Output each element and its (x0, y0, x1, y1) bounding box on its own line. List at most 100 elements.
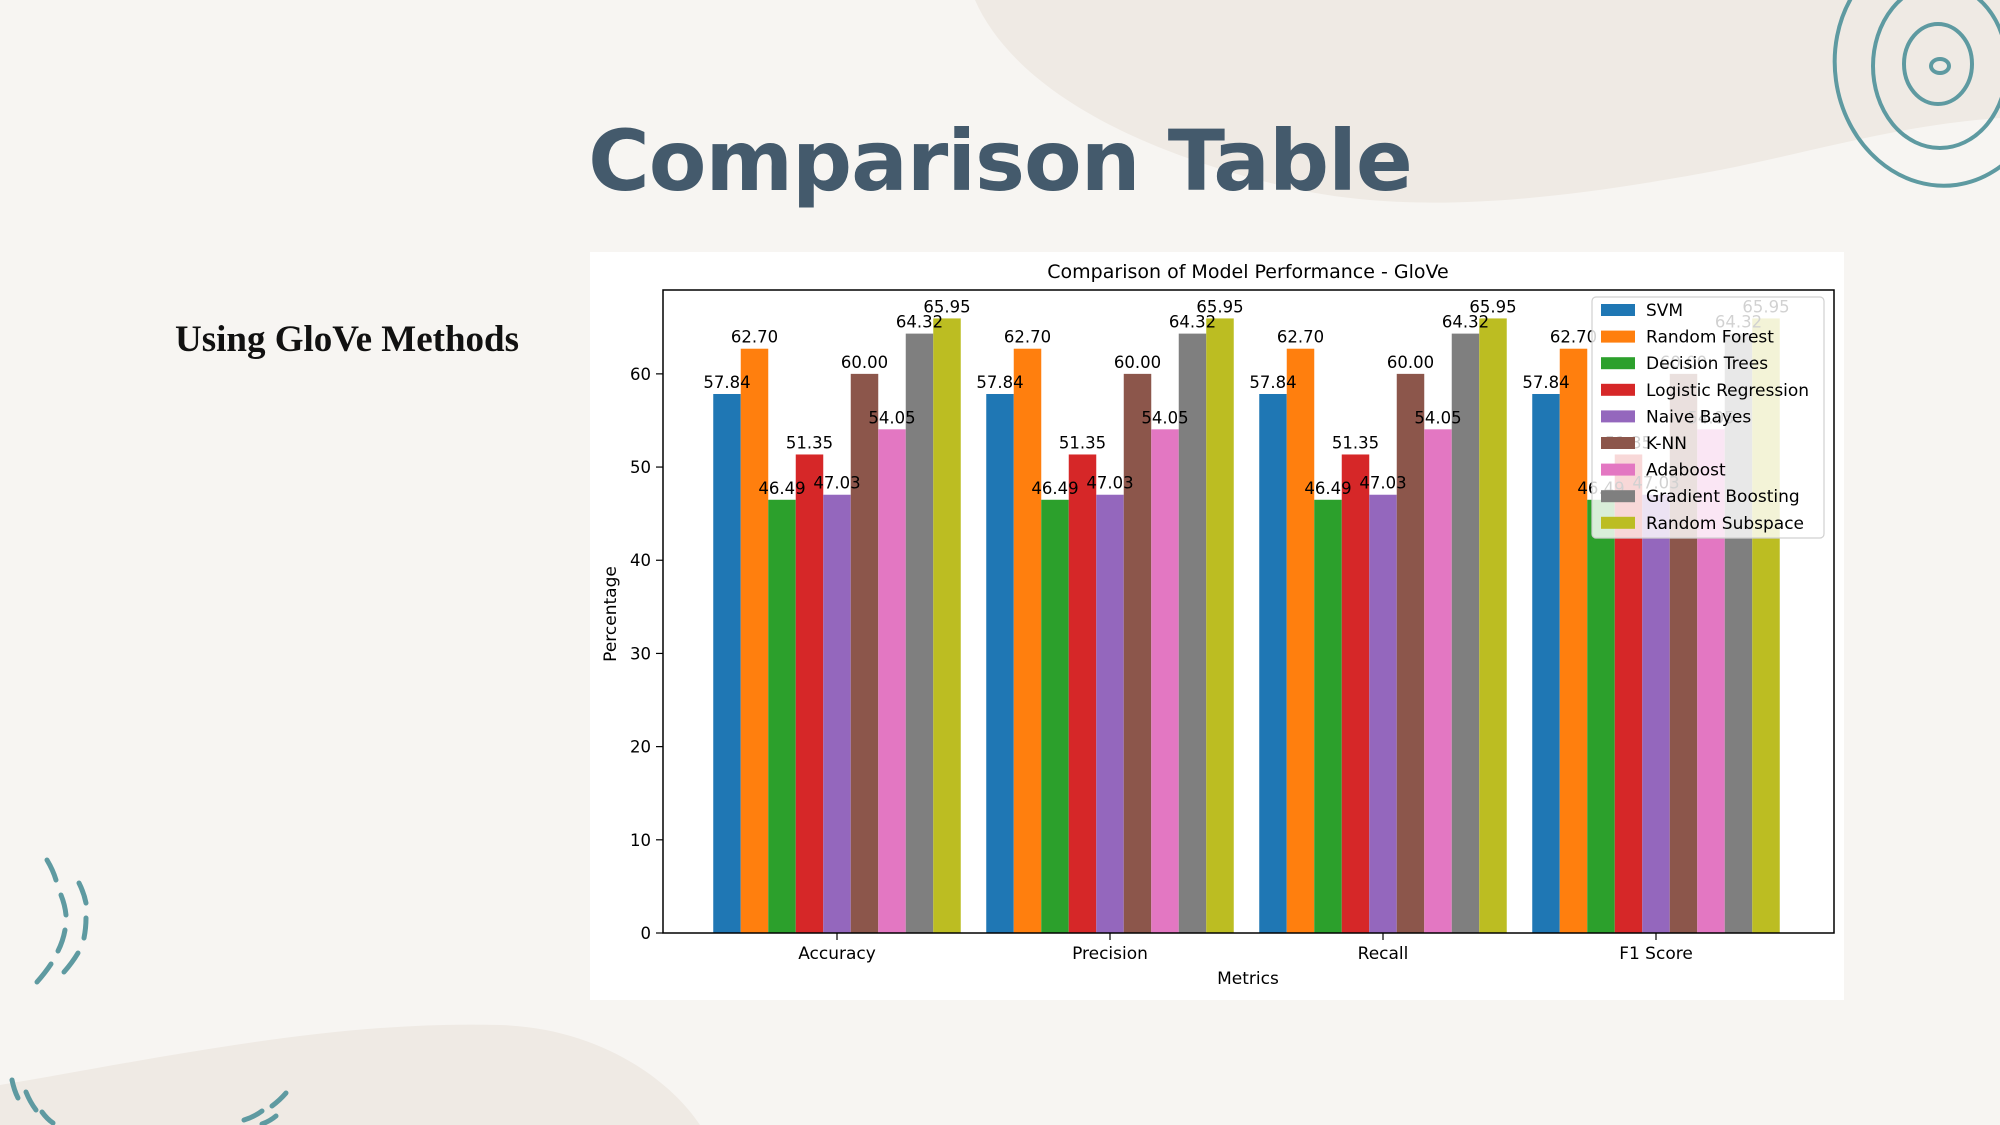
bar (1286, 348, 1315, 933)
plot-frame (662, 289, 1835, 934)
bar (905, 333, 934, 933)
y-axis: 0 10 20 30 40 50 60 (630, 365, 663, 943)
legend-swatch (1601, 330, 1635, 343)
legend-swatch (1601, 490, 1635, 503)
legend-swatch (1601, 516, 1635, 529)
bar-value-label: 64.32 (896, 313, 943, 332)
bar-value-label: 46.49 (758, 479, 805, 498)
legend-label: Adaboost (1646, 461, 1726, 481)
bar (713, 393, 741, 933)
legend-swatch (1601, 463, 1635, 476)
bar-value-label: 51.35 (786, 433, 833, 452)
bar (768, 499, 796, 933)
bar-value-label: 64.32 (1169, 313, 1216, 332)
bar-value-label: 51.35 (1059, 433, 1106, 452)
bar (823, 494, 851, 933)
y-tick-label: 0 (641, 924, 652, 943)
legend-label: Decision Trees (1646, 354, 1768, 374)
y-tick-label: 10 (630, 831, 651, 850)
bar-value-label: 46.49 (1031, 479, 1078, 498)
x-tick-label: Precision (1072, 944, 1148, 964)
bar (1151, 429, 1179, 933)
bar-value-label: 65.95 (1469, 297, 1516, 316)
bar-value-label: 62.70 (1004, 328, 1051, 347)
bar-value-label: 62.70 (731, 328, 778, 347)
bar-value-label: 60.00 (1114, 353, 1161, 372)
legend: SVM Random Forest Decision Trees Logistic R… (1591, 296, 1825, 539)
bar-value-label: 60.00 (1387, 353, 1434, 372)
x-axis: Accuracy Precision Recall F1 Score (798, 933, 1693, 964)
bar-value-label: 54.05 (1414, 408, 1461, 427)
bar (1041, 499, 1069, 933)
spiral-icon (1832, 0, 2000, 188)
bar (1259, 393, 1287, 933)
bar (1178, 333, 1207, 933)
bar (1369, 494, 1397, 933)
bar-value-label: 64.32 (1442, 313, 1489, 332)
bar-value-label: 57.84 (976, 373, 1023, 392)
bar (1587, 499, 1615, 933)
y-tick-label: 50 (630, 458, 651, 477)
bar-value-label: 46.49 (1304, 479, 1351, 498)
legend-swatch (1601, 357, 1635, 370)
bar (850, 373, 879, 933)
legend-swatch (1601, 410, 1635, 423)
bar-chart: Comparison of Model Performance - GloVe … (601, 261, 1835, 989)
top-right-blob (975, 0, 2000, 203)
bar-value-label: 65.95 (923, 297, 970, 316)
x-tick-label: Accuracy (798, 944, 876, 964)
legend-label: Gradient Boosting (1646, 487, 1800, 507)
legend-swatch (1601, 383, 1635, 396)
x-axis-label: Metrics (1217, 969, 1279, 989)
bar-value-label: 60.00 (841, 353, 888, 372)
y-tick-label: 60 (630, 365, 651, 384)
y-tick-label: 30 (630, 644, 651, 663)
bar-value-label: 62.70 (1277, 328, 1324, 347)
bar (1451, 333, 1480, 933)
bar-value-label: 47.03 (1086, 474, 1133, 493)
legend-label: Naive Bayes (1646, 407, 1751, 427)
bar-value-label: 65.95 (1196, 297, 1243, 316)
x-tick-label: F1 Score (1619, 944, 1693, 964)
y-tick-label: 40 (630, 551, 651, 570)
bar (986, 393, 1014, 933)
bar-value-label: 54.05 (868, 408, 915, 427)
bar-value-label: 54.05 (1141, 408, 1188, 427)
x-tick-label: Recall (1358, 944, 1409, 964)
bar-value-label: 51.35 (1332, 433, 1379, 452)
subtitle: Using GloVe Methods (175, 319, 520, 360)
bar (1096, 494, 1124, 933)
bar (795, 454, 824, 933)
chart-panel: Comparison of Model Performance - GloVe … (590, 252, 1844, 1000)
chart-title: Comparison of Model Performance - GloVe (1047, 261, 1448, 283)
bar-value-label: 57.84 (703, 373, 750, 392)
y-axis-label: Percentage (601, 566, 621, 662)
legend-label: K-NN (1646, 434, 1687, 454)
legend-label: Random Subspace (1646, 514, 1804, 534)
bar-value-label: 57.84 (1522, 373, 1569, 392)
bar (1013, 348, 1042, 933)
bar (1642, 494, 1670, 933)
bar (1424, 429, 1452, 933)
bar-value-label: 47.03 (1359, 474, 1406, 493)
legend-label: Logistic Regression (1646, 381, 1809, 401)
bar (933, 318, 961, 933)
legend-label: SVM (1646, 301, 1683, 321)
legend-label: Random Forest (1646, 328, 1774, 348)
legend-swatch (1601, 437, 1635, 449)
bar (1206, 318, 1234, 933)
bar (1396, 373, 1425, 933)
dash-pattern-bottom-icon (9, 1077, 289, 1125)
bar (1559, 348, 1588, 933)
y-tick-label: 20 (630, 738, 651, 757)
bottom-left-blob (0, 1024, 700, 1125)
bar (1123, 373, 1152, 933)
bar (1532, 393, 1560, 933)
bar (1479, 318, 1507, 933)
bar (1341, 454, 1370, 933)
slide-title: Comparison Table (588, 112, 1413, 210)
bar-value-label: 47.03 (813, 474, 860, 493)
bar (740, 348, 769, 933)
bar (878, 429, 906, 933)
